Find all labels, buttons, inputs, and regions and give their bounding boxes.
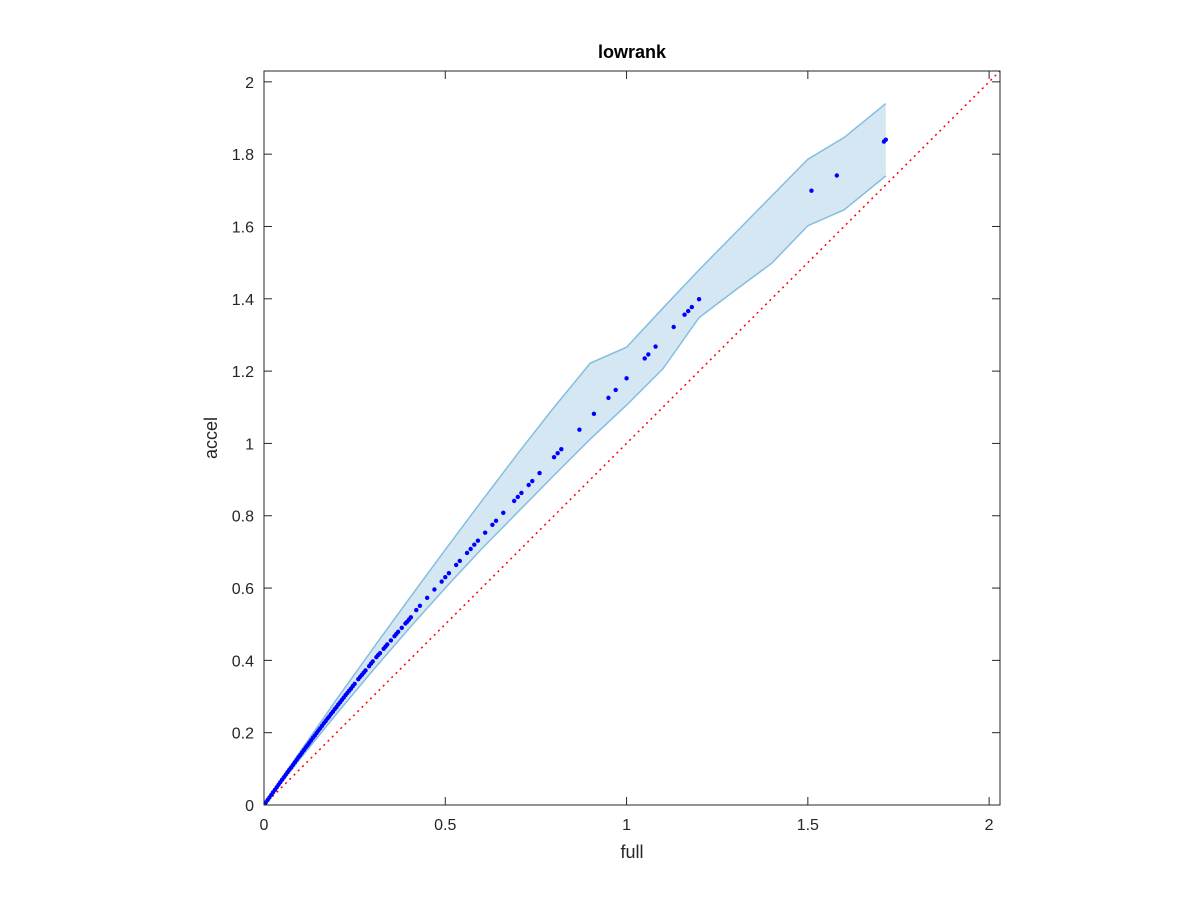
data-point xyxy=(388,638,394,643)
data-point xyxy=(464,550,470,556)
y-tick-label: 0.8 xyxy=(232,509,254,526)
data-point xyxy=(472,542,477,547)
data-point xyxy=(377,650,383,656)
y-tick-label: 1.8 xyxy=(232,147,254,164)
x-tick-label: 1 xyxy=(622,817,631,834)
data-point xyxy=(457,558,462,564)
band-upper-edge xyxy=(263,102,887,806)
data-point xyxy=(577,427,582,432)
data-point xyxy=(682,312,687,317)
y-tick-label: 1.4 xyxy=(232,292,254,309)
plot-area: 0 0.5 1 1.5 2 0 0.2 0.4 0.6 0.8 1 1.2 1.4 1.6 1.8 2 xyxy=(232,70,1001,834)
data-point xyxy=(606,395,611,401)
data-point xyxy=(439,579,444,584)
data-point xyxy=(671,324,676,330)
data-point xyxy=(468,546,473,552)
data-point xyxy=(515,494,520,500)
data-point xyxy=(475,538,481,543)
chart-title: lowrank xyxy=(598,42,667,62)
x-tick-label: 2 xyxy=(985,817,994,834)
y-tick-label: 1.2 xyxy=(232,364,254,381)
data-point xyxy=(530,478,535,484)
data-point xyxy=(689,304,695,310)
y-tick-label: 0 xyxy=(245,798,254,815)
data-point xyxy=(642,356,647,361)
y-tick-label: 0.2 xyxy=(232,726,254,743)
x-tick-label: 1.5 xyxy=(797,817,819,834)
x-axis-label: full xyxy=(620,842,643,862)
data-point xyxy=(408,615,414,620)
y-axis-label: accel xyxy=(201,417,221,459)
data-point xyxy=(399,625,404,631)
data-point xyxy=(559,447,564,452)
data-point xyxy=(385,642,390,647)
data-point xyxy=(493,518,499,523)
y-tick-label: 2 xyxy=(245,75,254,92)
data-point xyxy=(526,482,531,488)
data-point xyxy=(834,173,840,178)
data-point xyxy=(511,498,517,504)
data-point xyxy=(424,595,430,601)
data-point xyxy=(613,387,618,393)
data-point xyxy=(446,571,452,576)
data-point xyxy=(537,470,542,476)
data-point xyxy=(555,450,560,456)
y-tick-label: 0.4 xyxy=(232,653,254,670)
data-point xyxy=(653,344,658,349)
axes-box xyxy=(263,70,1001,806)
data-point xyxy=(809,188,814,193)
y-tick-label: 1.6 xyxy=(232,219,254,236)
data-point xyxy=(370,659,375,664)
data-point xyxy=(490,522,495,527)
data-point xyxy=(432,587,437,592)
data-point xyxy=(551,454,557,460)
data-point xyxy=(453,562,459,568)
plot-background xyxy=(264,71,1000,805)
data-point xyxy=(417,603,423,608)
band-lower-edge xyxy=(263,175,887,806)
x-tick-label: 0.5 xyxy=(434,817,456,834)
data-point xyxy=(591,411,597,416)
data-point xyxy=(414,607,419,613)
data-point xyxy=(696,296,702,302)
data-point xyxy=(363,668,368,673)
x-tick-label: 0 xyxy=(260,817,269,834)
data-point xyxy=(883,137,888,142)
y-tick-label: 1 xyxy=(245,436,254,453)
data-point xyxy=(646,352,651,357)
data-point xyxy=(443,575,448,580)
data-point xyxy=(395,629,401,634)
y-tick-label: 0.6 xyxy=(232,581,254,598)
data-point xyxy=(482,530,488,535)
data-point xyxy=(501,510,506,516)
data-point xyxy=(352,681,357,687)
data-point xyxy=(624,376,629,381)
data-point xyxy=(519,490,524,496)
data-point xyxy=(686,308,691,314)
